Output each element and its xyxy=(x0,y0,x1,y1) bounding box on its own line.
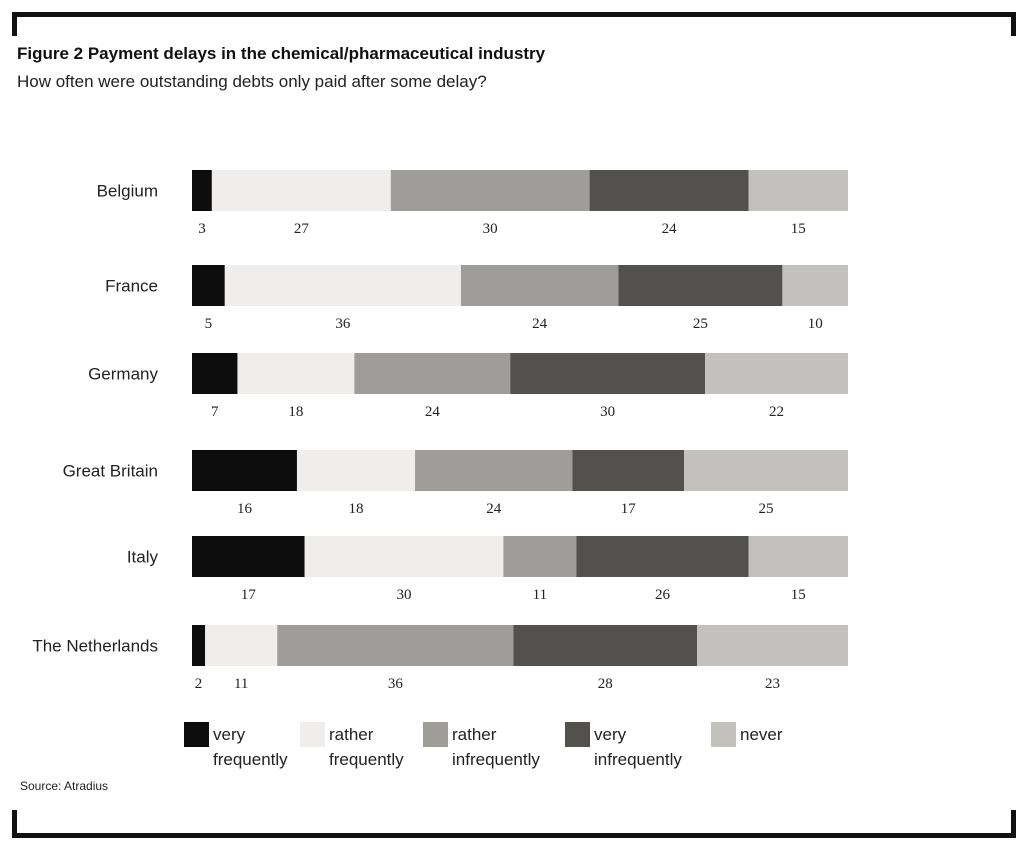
bar-segment xyxy=(513,625,698,666)
data-label: 28 xyxy=(598,676,613,692)
data-label: 23 xyxy=(765,676,780,692)
data-label: 27 xyxy=(294,221,310,237)
frame-top xyxy=(12,12,1016,36)
legend-label: never xyxy=(740,725,783,744)
data-label: 36 xyxy=(335,316,351,332)
bar-segment xyxy=(237,353,355,394)
bar-segment xyxy=(192,265,225,306)
bar-segment xyxy=(304,536,504,577)
data-label: 24 xyxy=(425,404,441,420)
bar-segment xyxy=(192,170,212,211)
bar-segment xyxy=(576,536,749,577)
bar-segment xyxy=(503,536,577,577)
bar-segment xyxy=(589,170,749,211)
bar-segment xyxy=(460,265,619,306)
bar-segment xyxy=(211,170,391,211)
bar-segment xyxy=(782,265,848,306)
bar-segment xyxy=(748,536,848,577)
legend-swatch xyxy=(184,722,209,747)
legend-label: rather frequently xyxy=(329,725,404,769)
data-label: 10 xyxy=(808,316,823,332)
legend-swatch xyxy=(711,722,736,747)
data-label: 15 xyxy=(791,587,806,603)
source-note: Source: Atradius xyxy=(20,779,109,793)
category-label: The Netherlands xyxy=(32,637,158,656)
bar-segment xyxy=(192,450,297,491)
data-label: 16 xyxy=(237,501,253,517)
legend-item: rather frequently xyxy=(300,722,439,772)
data-label: 11 xyxy=(234,676,248,692)
data-label: 24 xyxy=(486,501,502,517)
data-label: 11 xyxy=(533,587,547,603)
legend-swatch xyxy=(300,722,325,747)
data-label: 7 xyxy=(211,404,219,420)
data-label: 24 xyxy=(532,316,548,332)
data-label: 18 xyxy=(288,404,303,420)
data-label: 24 xyxy=(662,221,678,237)
data-label: 15 xyxy=(791,221,806,237)
chart-subtitle: How often were outstanding debts only pa… xyxy=(17,72,487,91)
legend-label: very infrequently xyxy=(594,725,682,769)
data-label: 26 xyxy=(655,587,671,603)
category-label: Belgium xyxy=(97,182,158,201)
bar-segment xyxy=(697,625,848,666)
data-label: 30 xyxy=(483,221,498,237)
bar-segment xyxy=(572,450,684,491)
legend-item: rather infrequently xyxy=(423,722,562,772)
chart-legend: very frequently rather frequently rather i… xyxy=(0,722,1024,774)
data-label: 17 xyxy=(621,501,637,517)
bar-segment xyxy=(224,265,461,306)
bar-segment xyxy=(415,450,573,491)
bar-segment xyxy=(192,625,206,666)
legend-label: rather infrequently xyxy=(452,725,540,769)
bar-segment xyxy=(390,170,590,211)
data-label: 3 xyxy=(198,221,206,237)
bar-segment xyxy=(748,170,848,211)
legend-item: never xyxy=(711,722,783,747)
bar-segment xyxy=(192,536,305,577)
category-label: France xyxy=(105,277,158,296)
legend-swatch xyxy=(565,722,590,747)
data-label: 17 xyxy=(241,587,257,603)
legend-item: very infrequently xyxy=(565,722,704,772)
data-label: 5 xyxy=(205,316,213,332)
category-label: Great Britain xyxy=(63,462,158,481)
bar-segment xyxy=(705,353,848,394)
category-label: Italy xyxy=(127,548,159,567)
bar-segment xyxy=(510,353,706,394)
data-label: 36 xyxy=(388,676,404,692)
data-label: 30 xyxy=(397,587,412,603)
data-label: 25 xyxy=(759,501,774,517)
bar-segment xyxy=(205,625,278,666)
data-label: 25 xyxy=(693,316,708,332)
bar-segment xyxy=(296,450,416,491)
bar-segment xyxy=(618,265,783,306)
data-label: 22 xyxy=(769,404,784,420)
frame-bottom xyxy=(12,810,1016,838)
legend-item: very frequently xyxy=(184,722,323,772)
bar-segment xyxy=(277,625,514,666)
data-label: 30 xyxy=(600,404,615,420)
chart-title: Figure 2 Payment delays in the chemical/… xyxy=(17,44,546,63)
bar-segment xyxy=(192,353,238,394)
data-label: 2 xyxy=(195,676,203,692)
bar-segment xyxy=(684,450,848,491)
category-label: Germany xyxy=(88,365,158,384)
legend-label: very frequently xyxy=(213,725,288,769)
legend-swatch xyxy=(423,722,448,747)
data-label: 18 xyxy=(349,501,364,517)
bar-segment xyxy=(354,353,511,394)
